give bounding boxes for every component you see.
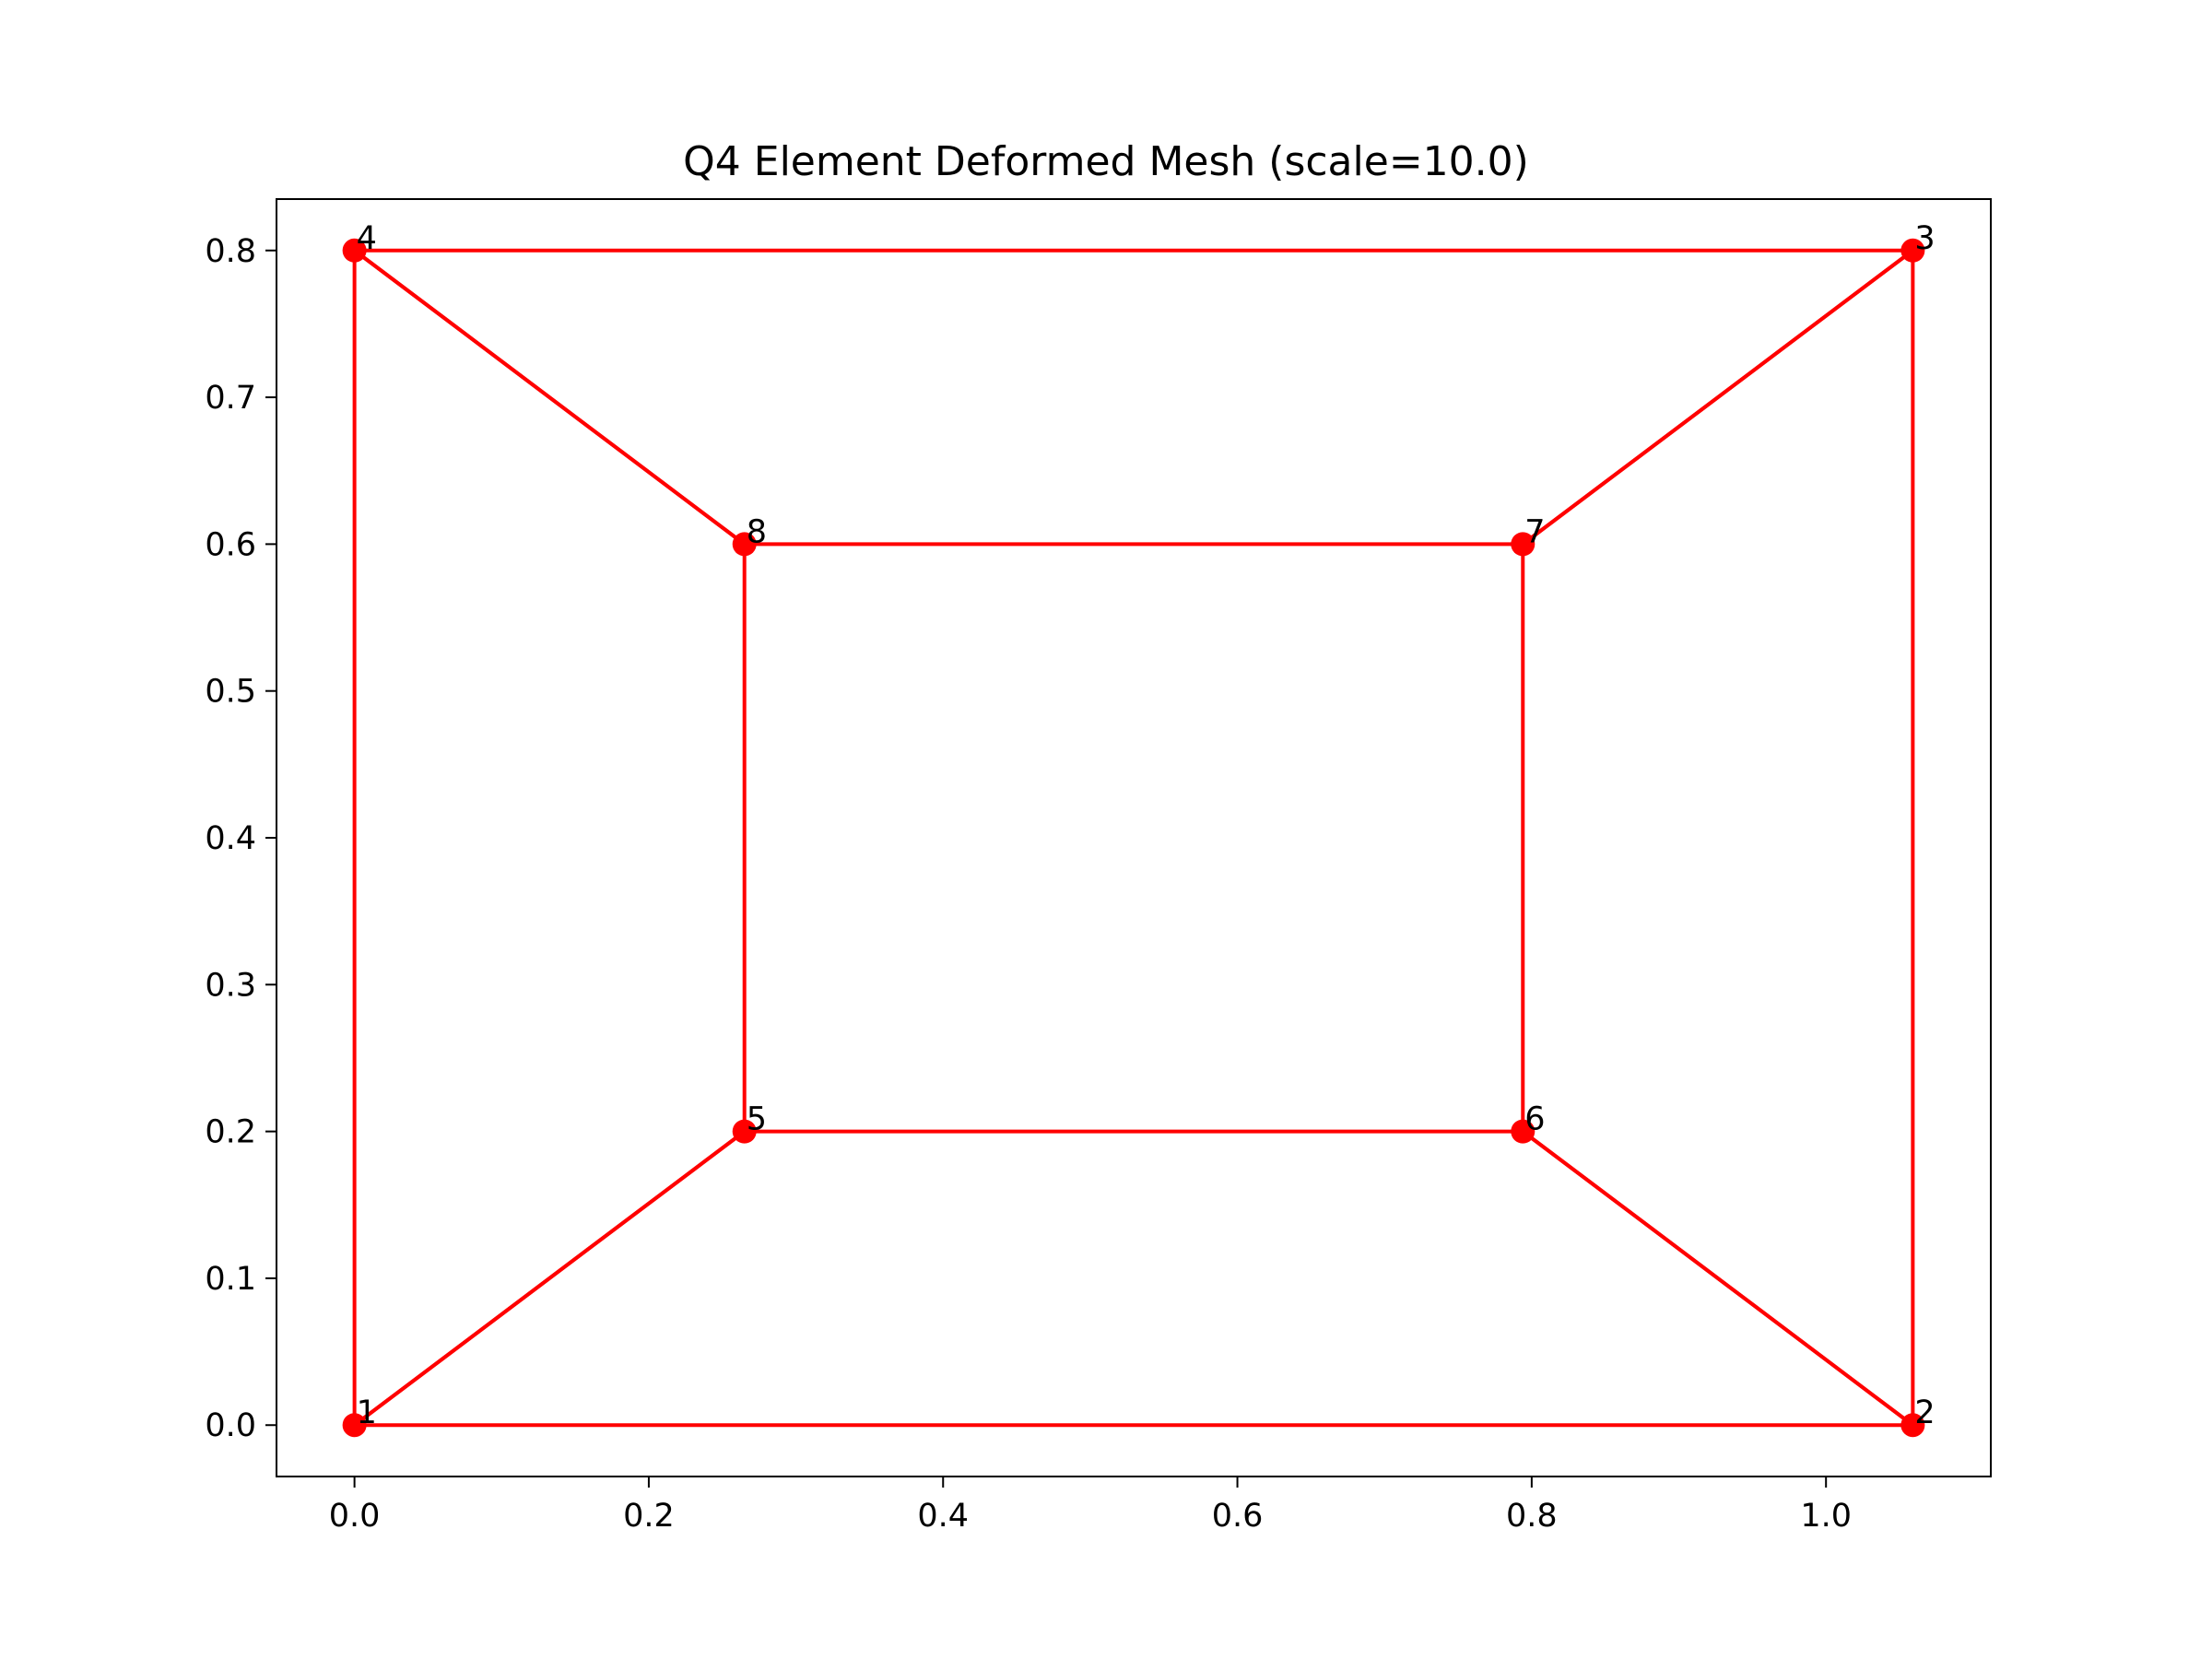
x-tick-label: 0.6 xyxy=(1212,1498,1264,1535)
node-7-marker xyxy=(1511,532,1535,557)
chart-title: Q4 Element Deformed Mesh (scale=10.0) xyxy=(683,138,1529,185)
node-5-label: 5 xyxy=(747,1101,767,1138)
node-5-marker xyxy=(732,1119,757,1144)
node-3-marker xyxy=(1900,238,1925,263)
y-tick-label: 0.6 xyxy=(205,526,256,563)
x-tick-label: 0.0 xyxy=(329,1498,381,1535)
node-4-label: 4 xyxy=(357,220,377,257)
node-4-marker xyxy=(342,238,367,263)
x-tick-label: 0.4 xyxy=(917,1498,969,1535)
node-6-marker xyxy=(1511,1119,1535,1144)
y-tick-label: 0.3 xyxy=(205,967,256,1004)
x-tick-label: 1.0 xyxy=(1800,1498,1852,1535)
plot-area: 1 2 3 4 5 6 7 8 xyxy=(342,220,1936,1438)
x-tick-label: 0.8 xyxy=(1506,1498,1558,1535)
x-tick-label: 0.2 xyxy=(623,1498,675,1535)
y-tick-label: 0.4 xyxy=(205,820,256,857)
node-6-label: 6 xyxy=(1524,1101,1545,1138)
node-7-label: 7 xyxy=(1524,513,1545,550)
node-2-label: 2 xyxy=(1914,1394,1935,1431)
y-tick-label: 0.7 xyxy=(205,380,256,417)
y-tick-label: 0.8 xyxy=(205,233,256,270)
axes: 0.0 0.2 0.4 0.6 0.8 1.0 0.0 0.1 0.2 0.3 0.4 0.5 0.6 0… xyxy=(205,233,1852,1535)
y-tick-label: 0.1 xyxy=(205,1261,256,1298)
node-8-marker xyxy=(732,532,757,557)
node-1-marker xyxy=(342,1413,367,1438)
y-tick-label: 0.5 xyxy=(205,674,256,711)
y-tick-label: 0.0 xyxy=(205,1407,256,1444)
node-1-label: 1 xyxy=(357,1394,377,1431)
y-tick-label: 0.2 xyxy=(205,1114,256,1151)
node-2-marker xyxy=(1900,1413,1925,1438)
node-3-label: 3 xyxy=(1914,220,1935,257)
node-8-label: 8 xyxy=(747,513,767,550)
